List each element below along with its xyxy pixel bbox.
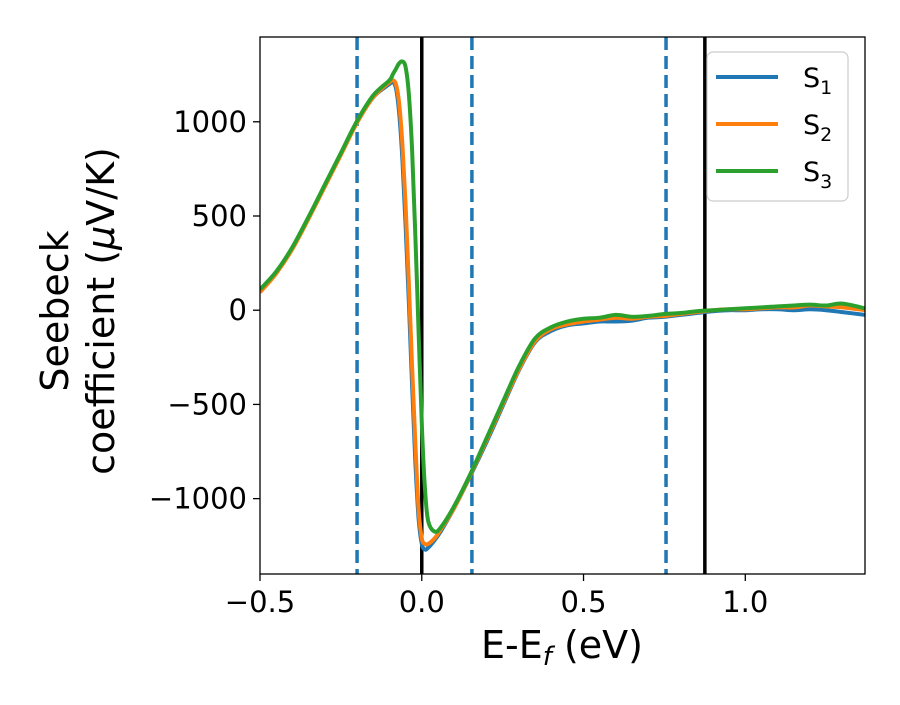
y-axis-ticks: −1000 −500 0 500 1000 (149, 105, 260, 516)
legend-sub-s1: 1 (820, 77, 832, 99)
legend-label-s1: S1 (803, 63, 832, 99)
x-tick-label: 0.0 (399, 585, 445, 619)
y-axis-title-unit: V/K) (79, 147, 123, 226)
legend-box (706, 51, 849, 202)
y-tick-label: 0 (229, 293, 247, 327)
x-axis-title: E-Ef (eV) (481, 623, 643, 672)
x-tick-label: 0.5 (560, 585, 606, 619)
legend-sub-s3: 3 (820, 171, 832, 193)
legend-name-s2: S (803, 110, 820, 141)
reference-lines-group (355, 37, 707, 574)
y-tick-label: 500 (192, 199, 247, 233)
x-tick-label: −0.5 (225, 585, 295, 619)
legend-label-s3: S3 (803, 157, 832, 193)
y-axis-title-line2: coefficient (μV/K) (79, 147, 123, 475)
legend: S1 S2 S3 (706, 51, 849, 202)
legend-label-s2: S2 (803, 110, 832, 146)
x-axis-title-main: E-E (481, 623, 543, 667)
x-axis-title-suffix: (eV) (552, 623, 643, 667)
y-axis-title: Seebeck coefficient (μV/K) (33, 147, 123, 475)
legend-name-s3: S (803, 157, 820, 188)
y-axis-title-mu: μ (79, 226, 123, 251)
x-tick-label: 1.0 (722, 585, 768, 619)
legend-sub-s2: 2 (820, 124, 832, 146)
y-axis-title-text: coefficient ( (79, 250, 123, 475)
y-tick-label: −1000 (149, 482, 247, 516)
y-tick-label: −500 (167, 387, 247, 421)
series-group (260, 59, 865, 552)
series-line-s3 (260, 59, 865, 534)
y-axis-title-line1: Seebeck (33, 230, 77, 391)
plot-area-frame (259, 36, 866, 575)
y-tick-label: 1000 (173, 105, 247, 139)
x-axis-ticks: −0.5 0.0 0.5 1.0 (225, 574, 768, 619)
legend-name-s1: S (803, 63, 820, 94)
